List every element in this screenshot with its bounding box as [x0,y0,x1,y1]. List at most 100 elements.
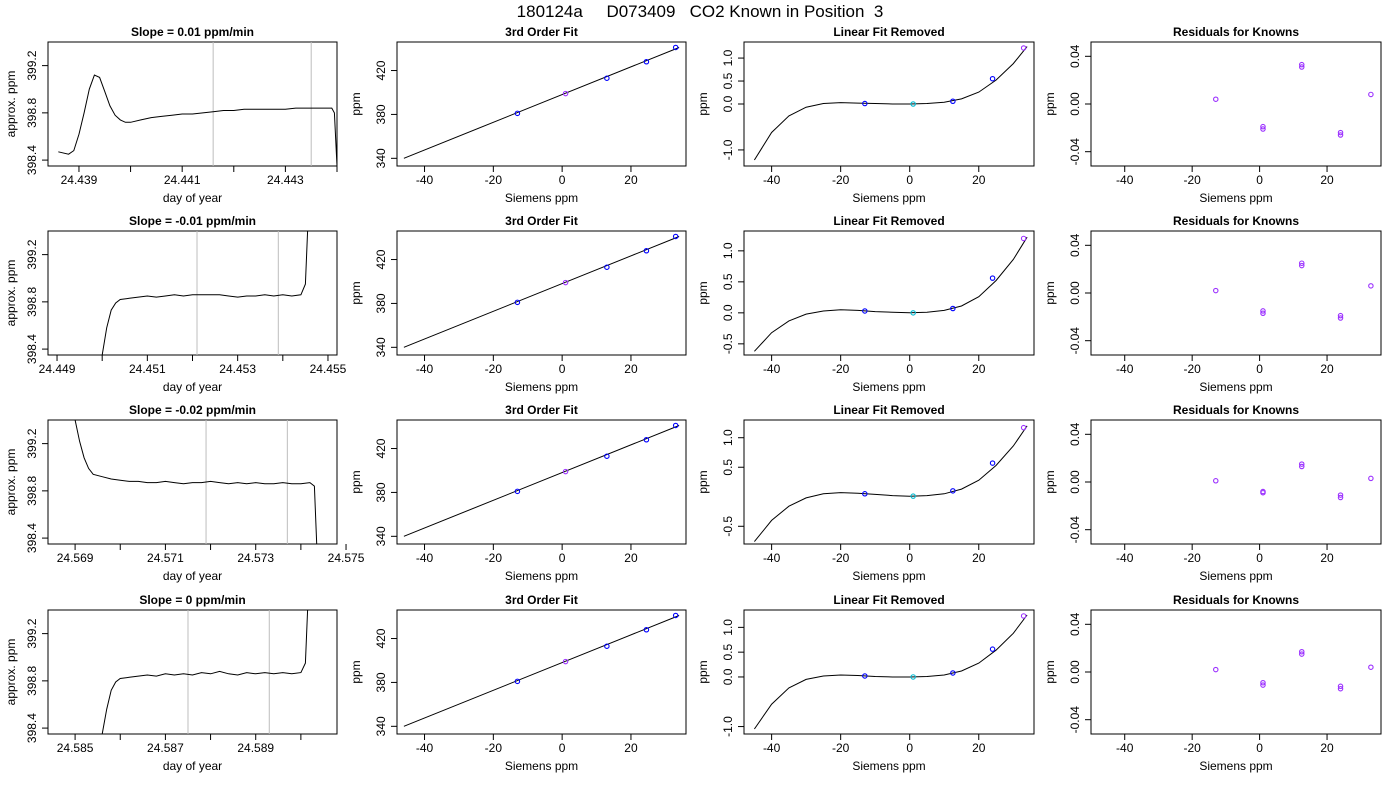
r2-timeseries-frame [47,230,338,356]
r4-timeseries-title: Slope = 0 ppm/min [139,593,245,607]
r1-fit-fit-line [403,47,680,159]
r1-fit-ytick-label-2: 420 [374,60,388,80]
r4-residuals-xtick-label-1: -20 [1183,741,1201,755]
r2-fit-ytick-label-1: 380 [374,293,388,313]
r2-linear-point-2 [950,305,956,312]
r2-fit-xlabel: Siemens ppm [505,380,578,394]
r3-fit-point-1 [562,468,569,475]
r2-linear-ytick-label-3: 1.0 [721,242,735,259]
r2-residuals-point-1 [1260,308,1266,314]
r2-timeseries-title: Slope = -0.01 ppm/min [129,214,256,228]
r4-residuals-xlabel: Siemens ppm [1199,759,1272,773]
r4-residuals-point-6 [1337,685,1344,692]
r2-residuals-ytick-label-2: 0.04 [1068,233,1082,257]
r2-timeseries-ytick-label-2: 399.2 [25,239,39,269]
r4-linear-fit-curve [753,614,1028,730]
r4-residuals-point-3 [1299,648,1305,655]
r4-residuals-ytick-label-2: 0.04 [1068,612,1082,636]
r3-linear-ytick-label-0: -0.5 [721,516,735,537]
r2-timeseries-xtick-label-3: 24.455 [310,362,347,376]
r4-fit-xtick-label-2: 0 [559,741,566,755]
r3-fit-xlabel: Siemens ppm [505,569,578,583]
r1-timeseries-xtick-label-0: 24.439 [61,173,98,187]
r4-residuals-ytick-label-0: -0.04 [1068,706,1082,734]
r1-fit-ytick-label-0: 340 [374,148,388,168]
r3-timeseries-title: Slope = -0.02 ppm/min [129,403,256,417]
r3-linear-ytick-label-2: 1.0 [721,429,735,446]
r3-fit-ytick-label-0: 340 [374,526,388,546]
r4-linear-ylabel: ppm [696,660,710,683]
r1-fit-point-2 [604,75,610,81]
r1-fit-point-3 [643,59,650,65]
r1-residuals-ytick-label-2: 0.04 [1068,44,1082,68]
r1-fit-point-4 [672,44,679,51]
r4-linear-ytick-label-3: 1.0 [721,619,735,636]
r4-linear-point-3 [989,646,996,652]
r2-residuals-frame [1090,230,1382,356]
r3-fit-ylabel: ppm [349,470,363,493]
r2-linear-ytick-label-0: -0.5 [721,333,735,354]
r2-residuals-point-2 [1260,310,1266,317]
r3-fit-xtick-label-1: -20 [485,551,503,565]
r1-linear-xlabel: Siemens ppm [852,191,925,205]
r1-residuals-frame [1090,41,1382,167]
r3-fit-point-2 [604,453,610,459]
r4-fit-xtick-label-1: -20 [485,741,503,755]
r2-residuals-xlabel: Siemens ppm [1199,380,1272,394]
r3-residuals-point-5 [1337,492,1344,498]
r1-residuals-ytick-label-0: -0.04 [1068,138,1082,166]
r1-fit-point-0 [514,110,521,117]
r3-timeseries-ytick-label-2: 399.2 [25,428,39,458]
r1-timeseries-frame [47,41,338,167]
r3-fit-title: 3rd Order Fit [505,403,578,417]
r4-residuals-point-4 [1299,651,1305,657]
r3-linear-xtick-label-3: 20 [972,551,986,565]
r1-timeseries-xtick-label-2: 24.443 [267,173,304,187]
r1-linear-xtick-label-2: 0 [906,173,913,187]
r4-residuals-xtick-label-2: 0 [1256,741,1263,755]
r3-timeseries-xtick-label-3: 24.575 [328,551,365,565]
r3-linear-point-4 [1020,424,1027,431]
r3-linear-ylabel: ppm [696,470,710,493]
r3-residuals-title: Residuals for Knowns [1173,403,1299,417]
r4-timeseries-frame [47,609,338,735]
r2-timeseries-xtick-label-1: 24.451 [129,362,166,376]
r3-fit-frame [396,419,687,545]
r3-linear-point-0 [862,491,868,497]
r4-linear-point-1 [910,674,916,680]
r3-linear-frame [743,419,1035,545]
r1-linear-ytick-label-2: 0.5 [721,72,735,89]
r4-fit-ytick-label-1: 380 [374,672,388,692]
r4-timeseries-ytick-label-2: 399.2 [25,618,39,648]
r1-linear-ytick-label-1: 0.0 [721,95,735,112]
r3-residuals-point-6 [1337,494,1344,501]
r4-residuals-title: Residuals for Knowns [1173,593,1299,607]
r3-fit-ytick-label-2: 420 [374,438,388,458]
r4-fit-point-2 [604,643,610,649]
r2-residuals-xtick-label-2: 0 [1256,362,1263,376]
r4-timeseries-ytick-label-0: 398.4 [25,713,39,743]
r2-fit-ytick-label-0: 340 [374,337,388,357]
r2-linear-point-3 [989,275,996,281]
r3-linear-title: Linear Fit Removed [833,403,944,417]
r1-linear-xtick-label-0: -40 [763,173,781,187]
r3-residuals-xtick-label-3: 20 [1320,551,1334,565]
r3-timeseries-xtick-label-0: 24.569 [57,551,94,565]
r1-residuals-ylabel: ppm [1043,92,1057,115]
r2-residuals-point-3 [1299,260,1305,266]
r2-fit-point-2 [604,264,610,270]
r1-timeseries-xlabel: day of year [163,191,222,205]
r3-residuals-ytick-label-2: 0.04 [1068,422,1082,446]
r4-linear-frame [743,609,1035,735]
r4-fit-point-0 [514,678,521,685]
r3-residuals-xtick-label-2: 0 [1256,551,1263,565]
r1-fit-xtick-label-3: 20 [624,173,638,187]
r2-linear-xtick-label-2: 0 [906,362,913,376]
r1-linear-point-3 [989,75,996,82]
r4-fit-point-1 [562,658,569,665]
r3-residuals-xlabel: Siemens ppm [1199,569,1272,583]
r3-fit-point-4 [672,422,679,429]
r4-fit-xtick-label-0: -40 [416,741,434,755]
r4-timeseries-xtick-label-1: 24.587 [147,741,184,755]
r1-residuals-point-5 [1337,129,1344,136]
